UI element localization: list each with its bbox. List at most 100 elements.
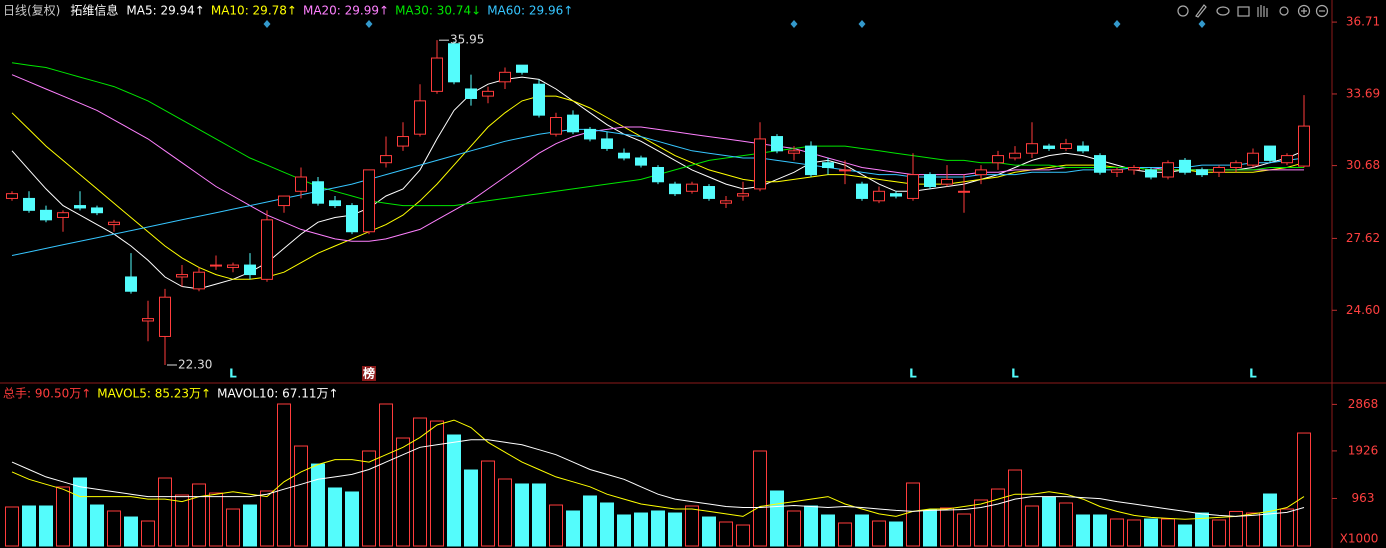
volume-bar	[872, 520, 886, 547]
candle-body	[278, 195, 290, 207]
volume-bar	[804, 505, 818, 547]
volume-bar	[39, 505, 53, 547]
volume-bar	[923, 509, 937, 547]
volume-bar	[600, 502, 614, 547]
legend-entry: MAVOL10: 67.11万↑	[217, 387, 338, 401]
volume-bar	[311, 463, 325, 547]
volume-bar	[73, 477, 87, 547]
volume-bar	[770, 490, 784, 547]
candle-body	[176, 274, 188, 278]
volume-bar	[719, 521, 733, 547]
volume-bar	[1280, 508, 1294, 547]
view-icon[interactable]	[1216, 6, 1230, 16]
candle-body	[1043, 145, 1055, 149]
candle-body	[499, 71, 511, 83]
candle-body	[414, 100, 426, 135]
volume-bar	[481, 460, 495, 547]
bottom-label: L	[909, 367, 917, 381]
candle-body	[822, 162, 834, 168]
candle-body	[448, 43, 460, 83]
volume-bar	[243, 504, 257, 547]
volume-bar	[974, 499, 988, 547]
candle-body	[431, 57, 443, 92]
volume-bar	[634, 512, 648, 547]
volume-bar	[787, 510, 801, 547]
y-tick-label: 2868	[1348, 397, 1379, 411]
volume-bar	[1008, 469, 1022, 547]
chart-title: 日线(复权)	[3, 4, 60, 18]
volume-bar	[1059, 502, 1073, 547]
candle-body	[380, 155, 392, 164]
volume-ma-line	[11, 419, 1305, 520]
candle-body	[1111, 169, 1123, 173]
candle-body	[108, 221, 120, 226]
volume-bar	[175, 494, 189, 547]
volume-bar	[1178, 524, 1192, 547]
candle-body	[1298, 125, 1310, 167]
candle-body	[805, 145, 817, 176]
volume-bar	[498, 478, 512, 547]
volume-bar	[685, 505, 699, 547]
unit-label: X1000	[1340, 532, 1379, 546]
candle-body	[1230, 162, 1242, 168]
volume-bar	[940, 507, 954, 547]
volume-bar	[702, 516, 716, 547]
draw-icon[interactable]	[1195, 4, 1207, 18]
legend-entry: MAVOL5: 85.23万↑	[97, 387, 211, 401]
volume-bar	[1212, 519, 1226, 547]
candle-body	[1145, 169, 1157, 178]
candle-body	[1009, 152, 1021, 159]
candle-body	[720, 200, 732, 204]
candle-body	[924, 174, 936, 188]
candle-body	[397, 136, 409, 147]
annotation-label: 35.95	[450, 33, 484, 47]
volume-bar	[617, 514, 631, 547]
candle-body	[788, 150, 800, 154]
candle-body	[686, 183, 698, 192]
candle-body	[907, 174, 919, 199]
candle-body	[227, 264, 239, 268]
candle-body	[1247, 152, 1259, 166]
y-tick-label: 33.69	[1346, 86, 1380, 100]
search-icon[interactable]	[1279, 6, 1289, 16]
volume-bar	[226, 508, 240, 547]
volume-ma-line	[11, 439, 1305, 517]
candle-body	[6, 193, 18, 199]
zoom-out-icon[interactable]	[1315, 4, 1329, 18]
bottom-label: L	[229, 367, 237, 381]
box-icon[interactable]	[1237, 6, 1250, 17]
volume-bar	[583, 495, 597, 547]
volume-bar	[396, 437, 410, 547]
candle-body	[23, 197, 35, 211]
volume-bar	[158, 477, 172, 547]
legend-entry: MA30: 30.74↓	[395, 4, 481, 18]
zoom-in-icon[interactable]	[1297, 4, 1311, 18]
volume-bar	[855, 514, 869, 547]
candle-body	[1128, 166, 1140, 171]
candle-body	[1196, 169, 1208, 176]
volume-bar	[1042, 496, 1056, 547]
hand-icon[interactable]	[1257, 5, 1268, 17]
bottom-label: L	[1011, 367, 1019, 381]
volume-bar	[413, 417, 427, 547]
event-marker	[790, 20, 798, 28]
candle-body	[567, 114, 579, 133]
candle-body	[890, 193, 902, 197]
bottom-label: 榜	[363, 366, 375, 381]
volume-bar	[294, 445, 308, 547]
volume-bar	[651, 510, 665, 547]
event-marker	[263, 20, 271, 28]
candle-body	[1213, 166, 1225, 173]
candle-body	[873, 190, 885, 202]
candle-body	[992, 155, 1004, 164]
candle-body	[533, 83, 545, 116]
volume-bar	[277, 403, 291, 547]
volume-bar	[1093, 514, 1107, 547]
candle-body	[312, 181, 324, 204]
candle-body	[142, 318, 154, 322]
volume-bar	[209, 492, 223, 547]
settings-icon[interactable]	[1177, 5, 1189, 17]
volume-bar	[1025, 505, 1039, 547]
